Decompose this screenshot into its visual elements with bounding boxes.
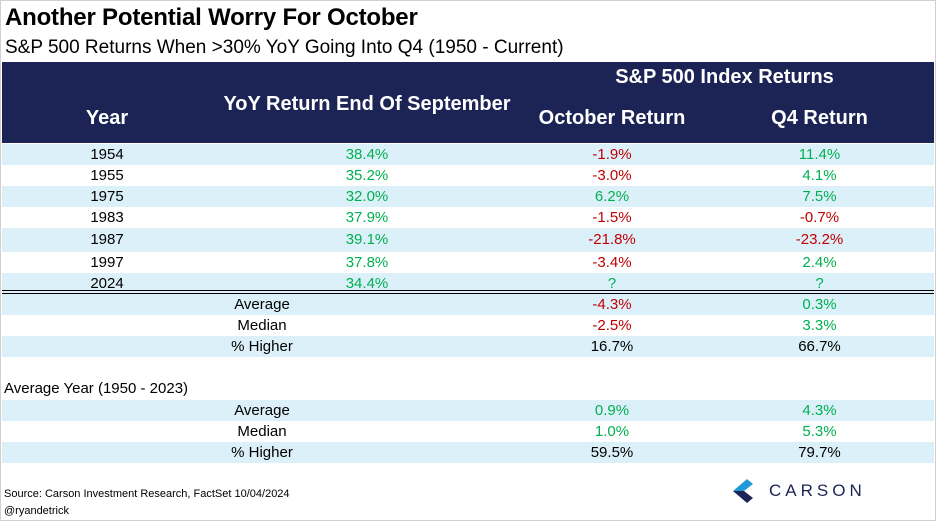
summary-label: Median <box>237 423 287 440</box>
cell-q4: 11.4% <box>798 146 841 163</box>
summary-label: % Higher <box>231 338 293 355</box>
cell-q4: 0.3% <box>802 296 837 313</box>
table-row: 1987 39.1% -21.8% -23.2% <box>2 228 934 252</box>
cell-october: 59.5% <box>590 444 634 461</box>
cell-year: 1954 <box>90 146 124 163</box>
cell-q4: 7.5% <box>802 188 837 205</box>
table-header: S&P 500 Index Returns Year YoY Return En… <box>2 62 934 143</box>
source-note: Source: Carson Investment Research, Fact… <box>4 488 290 500</box>
cell-year: 1997 <box>90 254 124 271</box>
cell-q4: 66.7% <box>798 338 841 355</box>
table-row: 1983 37.9% -1.5% -0.7% <box>2 207 934 228</box>
cell-yoy: 38.4% <box>345 146 389 163</box>
cell-october: -3.0% <box>592 167 632 184</box>
summary-row: Median 1.0% 5.3% <box>2 421 934 442</box>
carson-chevron-icon <box>733 479 753 503</box>
divider-line <box>2 290 934 291</box>
cell-october: ? <box>607 275 617 292</box>
cell-yoy: 39.1% <box>345 231 389 248</box>
cell-year: 1975 <box>90 188 124 205</box>
summary-row: % Higher 59.5% 79.7% <box>2 442 934 463</box>
cell-q4: 5.3% <box>802 423 837 440</box>
table-row: 2024 34.4% ? ? <box>2 273 934 294</box>
cell-october: 0.9% <box>594 402 630 419</box>
table-row: 1955 35.2% -3.0% 4.1% <box>2 165 934 186</box>
cell-october: 16.7% <box>590 338 634 355</box>
table-row: 1954 38.4% -1.9% 11.4% <box>2 144 934 165</box>
summary-label: Median <box>237 317 287 334</box>
header-group-label: S&P 500 Index Returns <box>615 66 834 88</box>
cell-october: -4.3% <box>592 296 632 313</box>
header-year: Year <box>85 107 129 129</box>
average-year-label: Average Year (1950 - 2023) <box>4 380 189 397</box>
carson-logo: CARSON <box>731 476 881 506</box>
cell-q4: -0.7% <box>799 209 840 226</box>
cell-q4: 79.7% <box>798 444 841 461</box>
summary-label: % Higher <box>231 444 293 461</box>
cell-october: -1.5% <box>592 209 632 226</box>
cell-october: -3.4% <box>592 254 632 271</box>
cell-year: 1987 <box>90 231 124 248</box>
header-q4: Q4 Return <box>771 107 868 129</box>
cell-q4: 3.3% <box>802 317 837 334</box>
cell-october: -2.5% <box>592 317 632 334</box>
cell-yoy: 35.2% <box>345 167 389 184</box>
cell-q4: 4.1% <box>802 167 837 184</box>
cell-yoy: 34.4% <box>345 275 389 292</box>
summary-row: % Higher 16.7% 66.7% <box>2 336 934 357</box>
page-title: Another Potential Worry For October <box>5 4 418 31</box>
header-yoy: YoY Return End Of September <box>223 93 511 115</box>
divider-line <box>2 293 934 294</box>
cell-yoy: 32.0% <box>345 188 389 205</box>
summary-row: Average 0.9% 4.3% <box>2 400 934 421</box>
cell-october: 1.0% <box>594 423 630 440</box>
header-october: October Return <box>538 107 686 129</box>
cell-october: -1.9% <box>592 146 632 163</box>
cell-october: 6.2% <box>594 188 630 205</box>
cell-q4: ? <box>815 275 824 292</box>
summary-row: Median -2.5% 3.3% <box>2 315 934 336</box>
table-row: 1997 37.8% -3.4% 2.4% <box>2 252 934 273</box>
table-row: 1975 32.0% 6.2% 7.5% <box>2 186 934 207</box>
author-handle: @ryandetrick <box>4 505 69 517</box>
cell-q4: -23.2% <box>795 231 844 248</box>
cell-yoy: 37.8% <box>345 254 389 271</box>
cell-q4: 2.4% <box>802 254 837 271</box>
summary-row: Average -4.3% 0.3% <box>2 294 934 315</box>
cell-year: 1983 <box>90 209 124 226</box>
cell-october: -21.8% <box>588 231 636 248</box>
cell-q4: 4.3% <box>802 402 837 419</box>
summary-label: Average <box>234 402 290 419</box>
cell-year: 1955 <box>90 167 124 184</box>
page-subtitle: S&P 500 Returns When >30% YoY Going Into… <box>5 37 564 58</box>
cell-yoy: 37.9% <box>345 209 389 226</box>
cell-year: 2024 <box>90 275 124 292</box>
logo-wordmark: CARSON <box>769 481 866 500</box>
summary-label: Average <box>234 296 290 313</box>
